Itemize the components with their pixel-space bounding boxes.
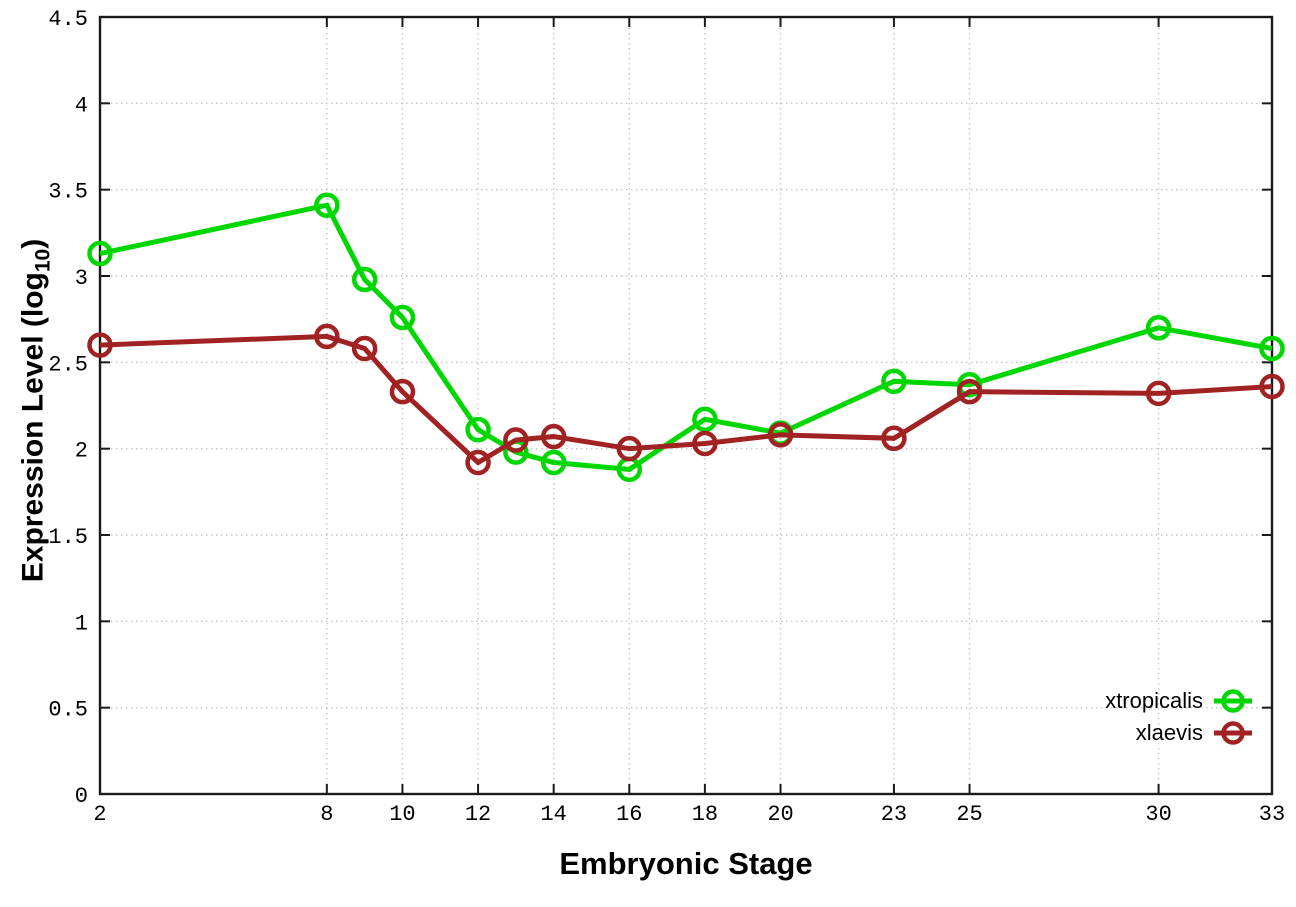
data-point-xlaevis-stage-16: [616, 435, 643, 462]
data-point-xlaevis-stage-33: [1259, 373, 1285, 400]
y-tick-label-0.5: 0.5: [48, 698, 88, 723]
y-axis-title-close: ): [16, 238, 50, 249]
y-tick-label-2.5: 2.5: [48, 352, 88, 377]
plot-border: [98, 15, 1274, 796]
x-tick-label-14: 14: [540, 802, 566, 827]
data-point-xlaevis-stage-30: [1145, 380, 1172, 407]
x-tick-label-8: 8: [320, 802, 333, 827]
x-tick-label-18: 18: [692, 802, 718, 827]
y-tick-label-3.5: 3.5: [48, 180, 88, 205]
data-point-xtropicalis-stage-30: [1145, 315, 1172, 341]
y-tick-label-1: 1: [75, 611, 88, 636]
legend-marker-xlaevis: [1214, 720, 1252, 745]
data-point-xlaevis-stage-18: [692, 430, 718, 457]
legend-label-xtropicalis: xtropicalis: [1105, 688, 1203, 713]
x-tick-label-2: 2: [93, 802, 106, 827]
x-tick-label-30: 30: [1145, 802, 1171, 827]
x-tick-label-12: 12: [465, 802, 491, 827]
data-point-xtropicalis-stage-33: [1259, 335, 1285, 362]
y-axis-title: Expression Level (log10): [17, 181, 56, 641]
data-point-xlaevis-stage-10: [389, 378, 416, 405]
data-point-xlaevis-stage-13: [503, 427, 529, 453]
data-point-xtropicalis-stage-18: [692, 406, 718, 433]
data-point-xlaevis-stage-12: [465, 449, 491, 476]
x-tick-label-10: 10: [389, 802, 415, 827]
x-tick-label-23: 23: [881, 802, 907, 827]
data-point-xtropicalis-stage-23: [881, 368, 907, 395]
y-axis-title-subscript: 10: [31, 248, 55, 273]
data-point-xtropicalis-stage-10: [389, 304, 416, 331]
y-axis-title-text: Expression Level (log: [16, 272, 50, 583]
y-tick-label-1.5: 1.5: [48, 525, 88, 550]
data-point-xtropicalis-stage-9: [351, 266, 378, 293]
x-axis-title: Embryonic Stage: [559, 846, 813, 881]
y-tick-label-4.5: 4.5: [48, 7, 88, 32]
data-point-xtropicalis-stage-14: [540, 449, 567, 476]
x-tick-label-16: 16: [616, 802, 642, 827]
data-point-xtropicalis-stage-8: [314, 192, 340, 218]
data-point-xlaevis-stage-14: [540, 423, 567, 450]
data-point-xlaevis-stage-20: [767, 422, 794, 448]
x-tick-label-25: 25: [956, 802, 982, 827]
legend-marker-xtropicalis: [1214, 688, 1252, 713]
y-tick-label-2: 2: [75, 439, 88, 464]
legend: xtropicalis xlaevis: [1105, 686, 1253, 747]
y-tick-label-4: 4: [75, 93, 88, 118]
legend-item-xtropicalis: xtropicalis: [1105, 686, 1253, 715]
legend-label-xlaevis: xlaevis: [1135, 720, 1203, 745]
data-point-xtropicalis-stage-12: [465, 416, 491, 443]
data-point-xlaevis-stage-8: [314, 323, 340, 350]
data-point-xlaevis-stage-23: [881, 425, 907, 452]
data-point-xtropicalis-stage-2: [87, 240, 113, 267]
y-tick-label-3: 3: [75, 266, 88, 291]
legend-item-xlaevis: xlaevis: [1136, 718, 1253, 747]
series-xlaevis-line: [99, 333, 1273, 466]
data-point-xlaevis-stage-2: [87, 332, 113, 358]
y-tick-label-0: 0: [75, 784, 88, 809]
x-tick-label-33: 33: [1259, 802, 1285, 827]
data-point-xlaevis-stage-25: [956, 378, 983, 405]
x-tick-label-20: 20: [767, 802, 793, 827]
data-point-xlaevis-stage-9: [351, 335, 378, 362]
